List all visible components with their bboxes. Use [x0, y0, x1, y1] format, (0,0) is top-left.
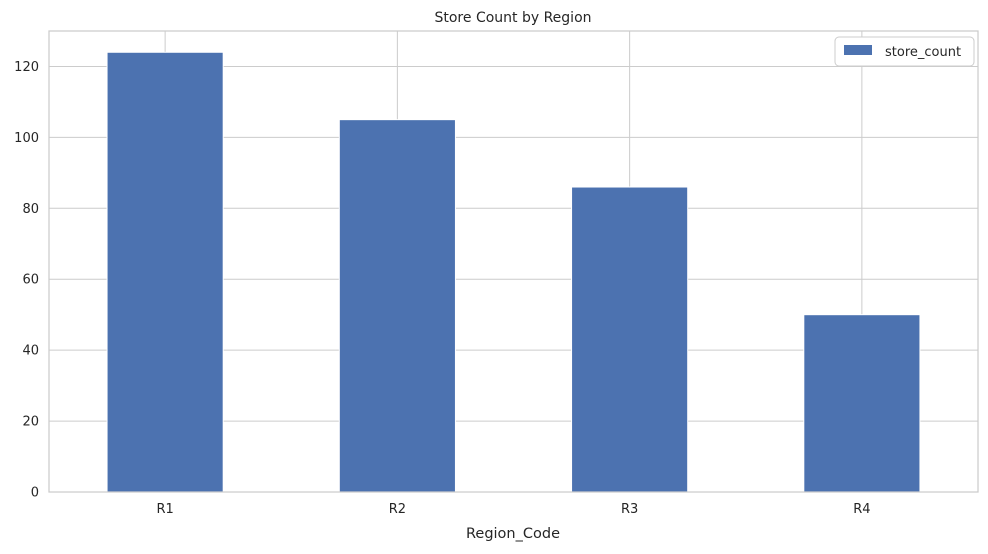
x-tick-label: R2: [389, 502, 406, 517]
chart-title: Store Count by Region: [434, 10, 591, 26]
bar-r4: [803, 314, 921, 493]
plot-border: [48, 30, 979, 493]
x-tick-label: R4: [853, 502, 870, 517]
y-tick-label: 60: [22, 273, 39, 288]
x-tick-label: R3: [621, 502, 638, 517]
y-tick-label: 100: [14, 131, 39, 146]
x-axis-ticks: R1 R2 R3 R4: [156, 502, 870, 517]
y-tick-label: 20: [22, 415, 39, 430]
y-tick-label: 0: [31, 486, 39, 501]
legend-label-store-count: store_count: [885, 45, 961, 60]
plot-frame: [48, 30, 979, 493]
y-tick-label: 40: [22, 344, 39, 359]
legend-swatch-store-count: [844, 45, 872, 55]
legend-box: [834, 36, 975, 67]
y-tick-label: 80: [22, 202, 39, 217]
x-axis-label: Region_Code: [466, 526, 560, 542]
legend: store_count: [834, 36, 975, 67]
bar-r1: [106, 51, 224, 493]
y-tick-label: 120: [14, 60, 39, 75]
bars: [106, 51, 921, 493]
y-axis-ticks: 0 20 40 60 80 100 120: [14, 60, 39, 501]
x-tick-label: R1: [156, 502, 173, 517]
bar-r3: [571, 186, 689, 493]
bar-r2: [338, 119, 456, 493]
